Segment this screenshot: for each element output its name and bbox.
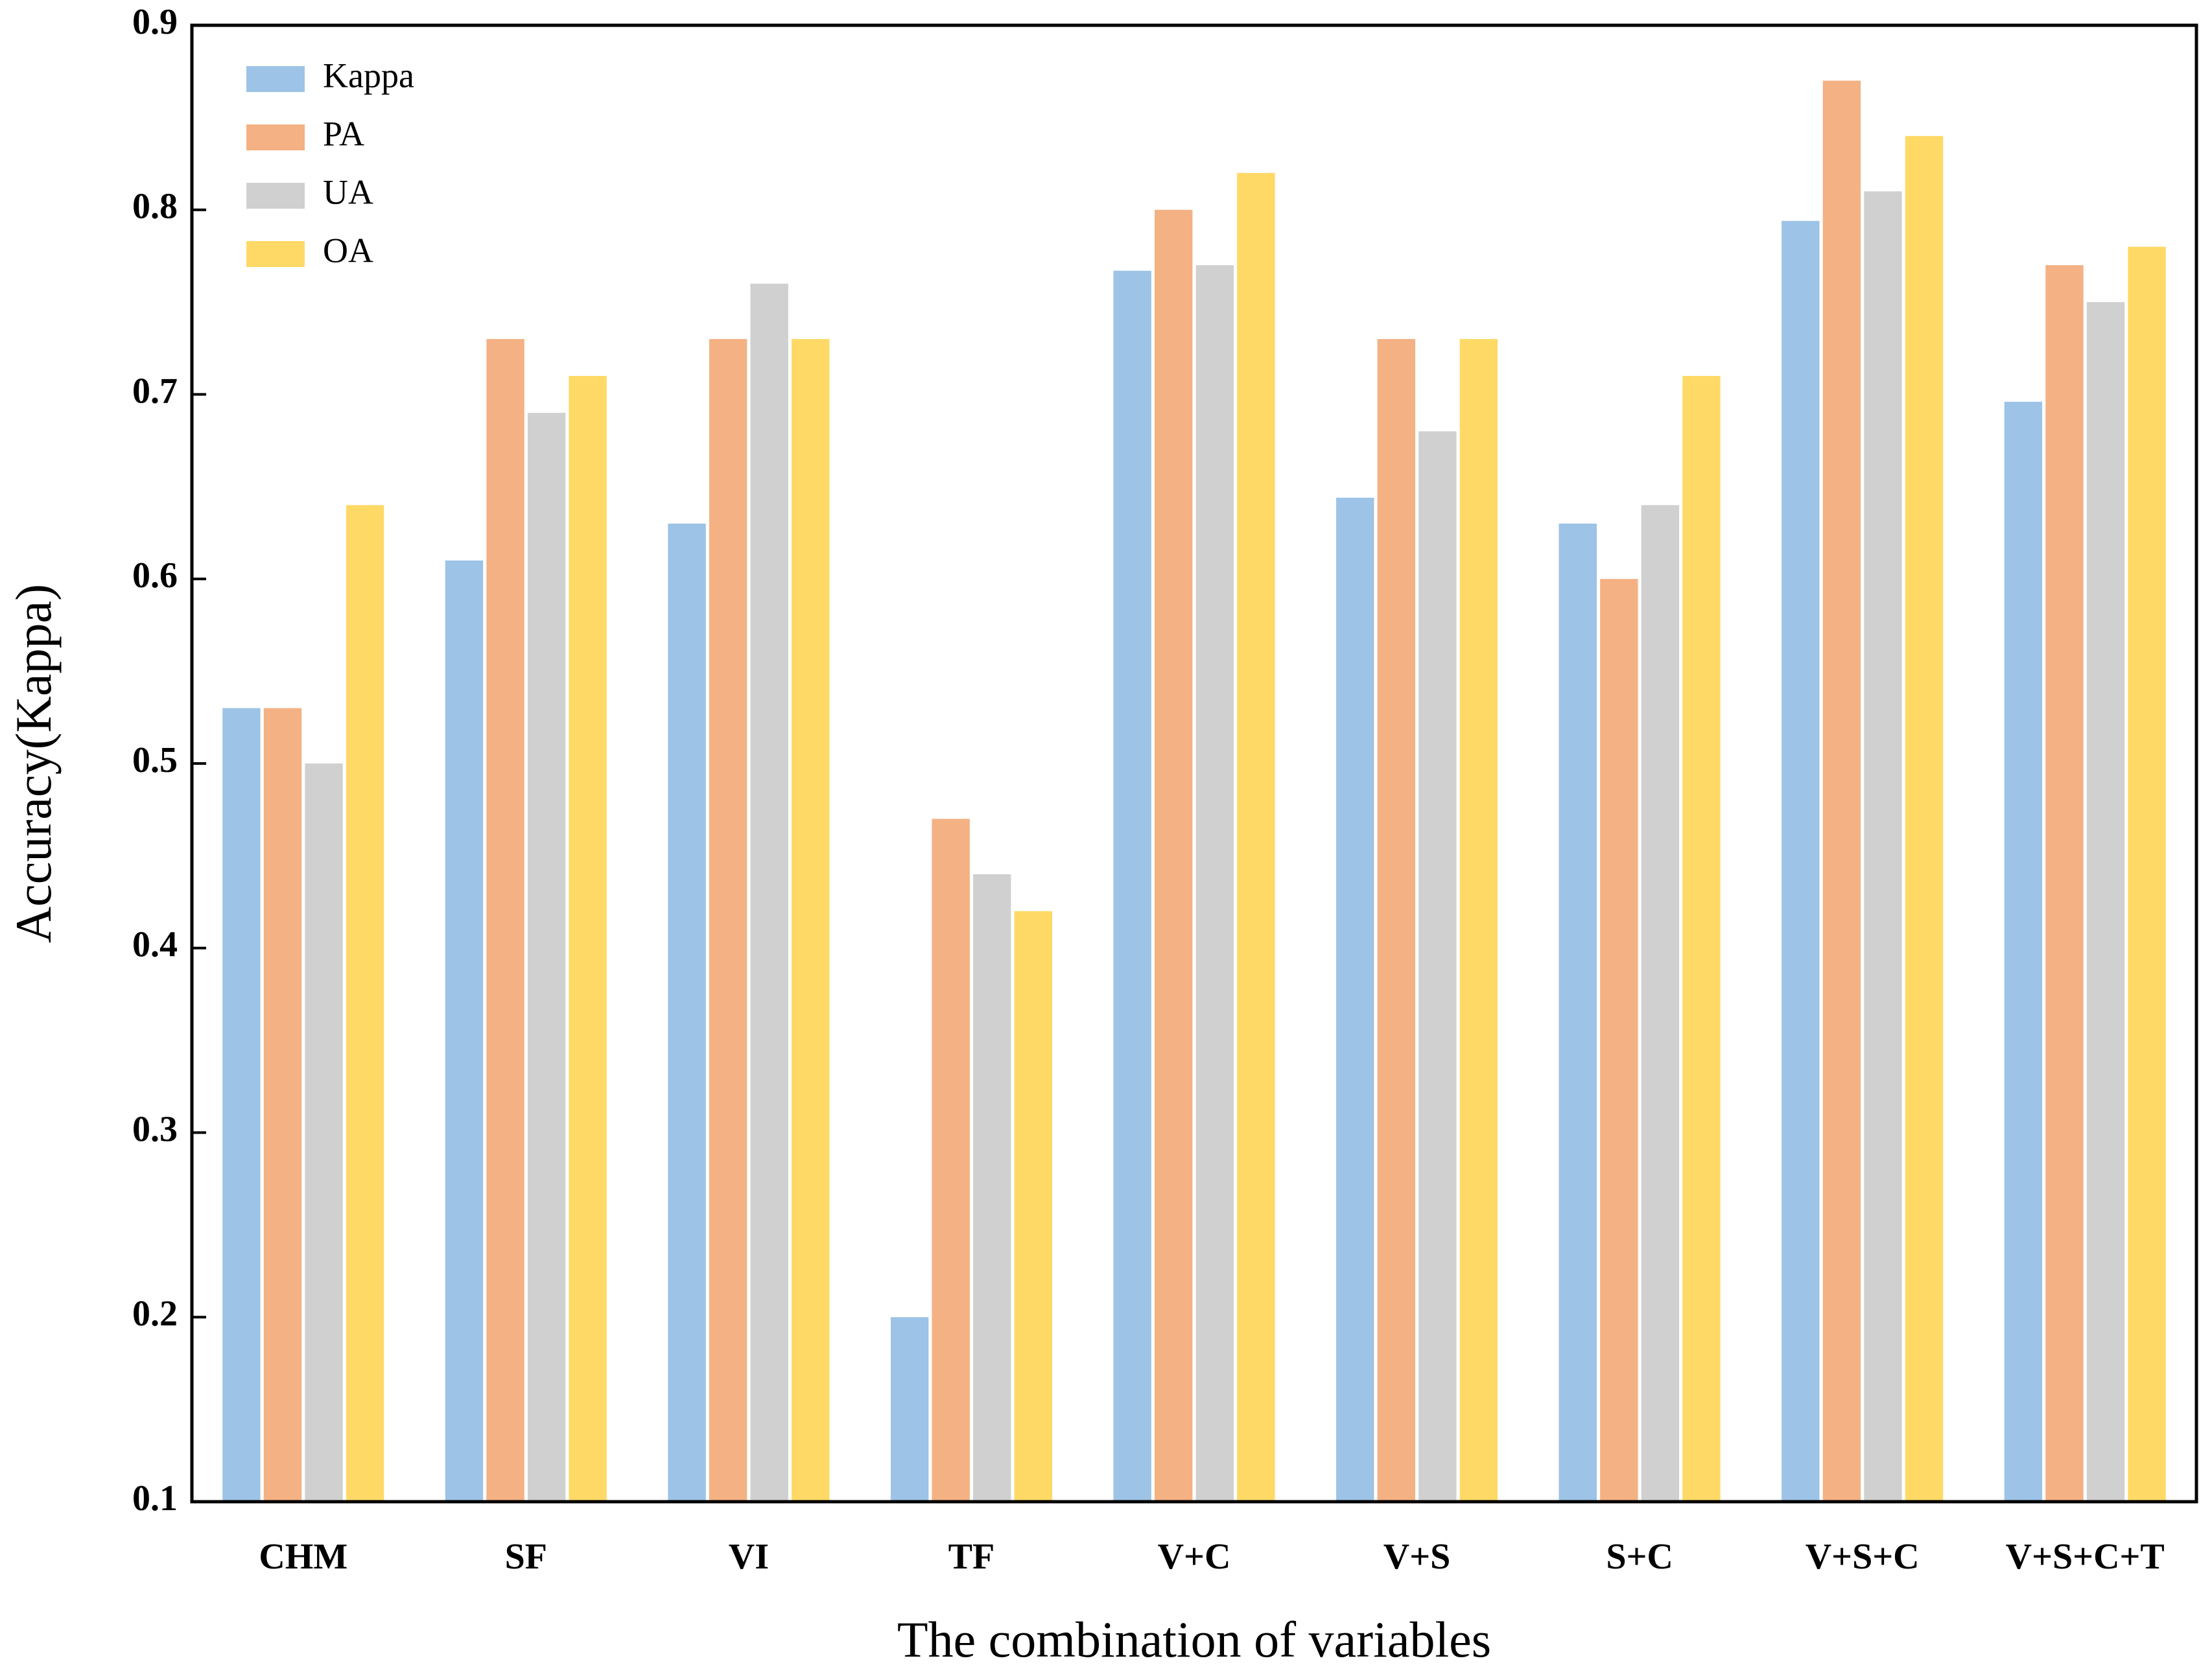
bar xyxy=(1782,220,1820,1502)
legend-swatch xyxy=(246,66,305,92)
bar xyxy=(2004,401,2043,1502)
y-tick-label: 0.8 xyxy=(132,187,178,227)
legend-swatch xyxy=(246,183,305,209)
x-tick-label: V+S xyxy=(1383,1537,1451,1577)
bar xyxy=(1864,191,1902,1502)
bar xyxy=(2086,302,2125,1502)
y-tick-label: 0.1 xyxy=(132,1478,178,1519)
x-tick-label: SF xyxy=(505,1537,547,1577)
bar xyxy=(668,523,706,1502)
bar xyxy=(1682,376,1721,1502)
x-tick-label: S+C xyxy=(1606,1537,1673,1577)
legend-label: PA xyxy=(323,114,364,153)
x-tick-label: V+C xyxy=(1158,1537,1231,1577)
bar xyxy=(486,339,524,1502)
bar xyxy=(750,283,788,1502)
bar xyxy=(346,505,384,1502)
legend-swatch xyxy=(246,124,305,150)
legend-label: UA xyxy=(323,172,373,211)
x-tick-label: V+S+C+T xyxy=(2006,1537,2165,1577)
bar xyxy=(2045,265,2084,1502)
x-tick-label: V+S+C xyxy=(1806,1537,1920,1577)
bar xyxy=(1600,579,1638,1502)
bar xyxy=(1905,135,1944,1502)
x-tick-label: CHM xyxy=(259,1537,347,1577)
y-tick-label: 0.9 xyxy=(132,2,178,42)
x-tick-label: VI xyxy=(729,1537,769,1577)
bar xyxy=(709,339,747,1502)
bar xyxy=(1459,339,1498,1502)
y-axis-title: Accuracy(Kappa) xyxy=(5,584,62,943)
bar xyxy=(1377,339,1415,1502)
bar xyxy=(222,708,261,1502)
bar xyxy=(890,1317,929,1502)
bar xyxy=(932,819,970,1502)
bar xyxy=(305,763,343,1502)
bar xyxy=(263,708,302,1502)
bar xyxy=(1113,270,1151,1502)
bar xyxy=(1641,505,1680,1502)
legend-label: Kappa xyxy=(323,56,414,95)
plot-frame xyxy=(190,23,2198,1504)
bar xyxy=(569,376,607,1502)
y-tick-label: 0.3 xyxy=(132,1109,178,1149)
y-tick-label: 0.7 xyxy=(132,371,178,411)
x-tick-label: TF xyxy=(948,1537,995,1577)
bar xyxy=(1822,80,1861,1502)
bar xyxy=(1195,265,1234,1502)
bar xyxy=(1155,209,1193,1502)
bar xyxy=(527,412,566,1502)
y-tick-label: 0.2 xyxy=(132,1294,178,1334)
bar xyxy=(2128,246,2166,1502)
bar xyxy=(445,560,484,1502)
legend-label: OA xyxy=(323,231,373,270)
x-axis-title: The combination of variables xyxy=(897,1611,1491,1668)
bar xyxy=(1559,523,1597,1502)
bar xyxy=(1237,172,1275,1502)
bar xyxy=(1336,497,1374,1502)
legend-swatch xyxy=(246,241,305,267)
y-tick-label: 0.6 xyxy=(132,555,178,596)
bar xyxy=(1014,911,1052,1502)
bar xyxy=(792,339,830,1502)
bar xyxy=(973,874,1011,1502)
y-tick-label: 0.5 xyxy=(132,740,178,780)
bar xyxy=(1418,431,1457,1502)
y-tick-label: 0.4 xyxy=(132,925,178,965)
